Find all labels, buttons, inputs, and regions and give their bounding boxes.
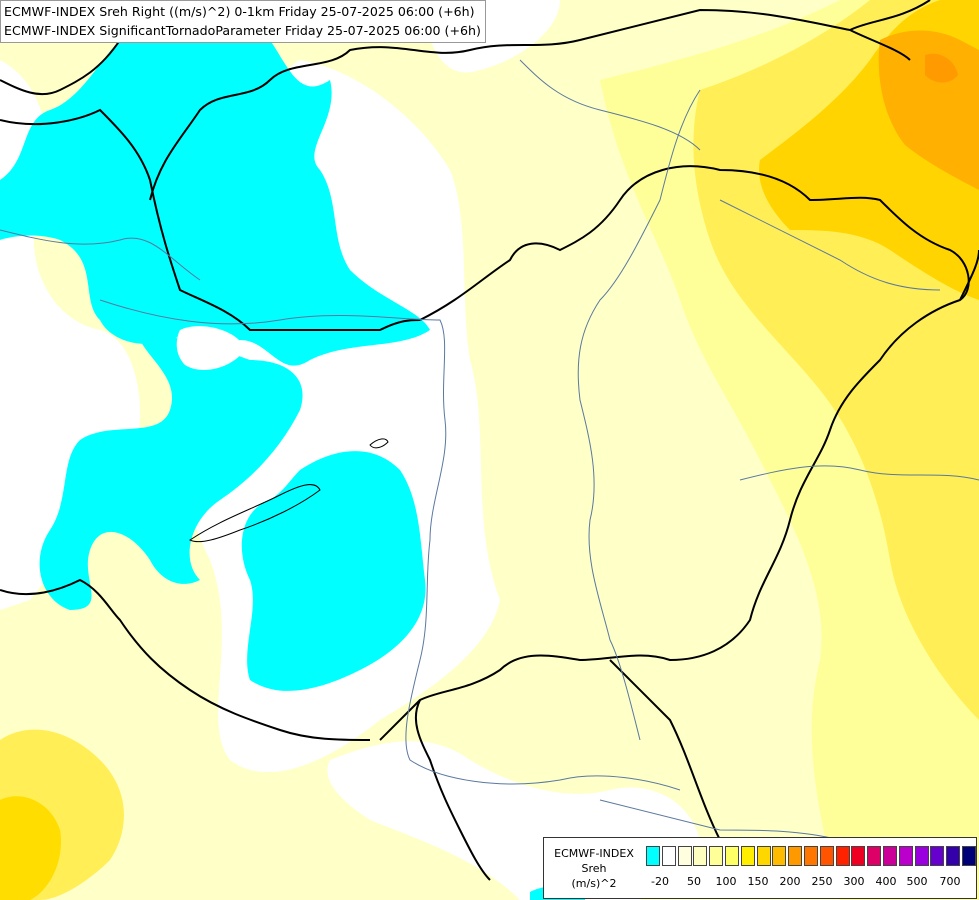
gold-southwest (0, 796, 61, 900)
country-borders (0, 0, 979, 881)
legend-title-line-1: ECMWF-INDEX (554, 847, 634, 860)
legend-swatch (772, 846, 787, 866)
serbia-border (609, 659, 721, 841)
legend-swatch (867, 846, 882, 866)
legend-swatch (693, 846, 708, 866)
river-south (599, 799, 841, 841)
legend-swatch (709, 846, 724, 866)
legend-title-line-3: (m/s)^2 (571, 877, 617, 890)
hungary-border (379, 165, 970, 741)
tisza-river (577, 89, 701, 741)
white-hole-1 (176, 326, 245, 370)
legend-swatch (661, 846, 676, 866)
river-west (0, 229, 201, 281)
croatia-border (414, 699, 491, 881)
river-east-1 (719, 199, 941, 291)
legend-swatch (898, 846, 913, 866)
legend-title-line-2: Sreh (581, 862, 607, 875)
legend-swatch (756, 846, 771, 866)
legend-tick-label: 700 (939, 875, 961, 888)
legend-title: ECMWF-INDEX Sreh (m/s)^2 (546, 846, 642, 891)
austria-border (0, 108, 421, 332)
map-titles: ECMWF-INDEX Sreh Right ((m/s)^2) 0-1km F… (0, 0, 486, 43)
legend-tick-label: 50 (687, 875, 701, 888)
river-east-2 (739, 465, 979, 481)
legend-swatch (835, 846, 850, 866)
czech-border (0, 39, 121, 96)
legend-tick-label: 200 (779, 875, 801, 888)
legend-tick-label: 500 (906, 875, 928, 888)
legend-swatch (914, 846, 929, 866)
ukraine-border (849, 0, 931, 31)
rivers (0, 59, 979, 841)
legend-tick-label: 150 (747, 875, 769, 888)
legend-swatch (677, 846, 692, 866)
legend-tick-label: 300 (843, 875, 865, 888)
legend-tick-label: 250 (811, 875, 833, 888)
cyan-region-center (241, 451, 426, 691)
cyan-region-west (39, 337, 303, 610)
legend-tick-label: 400 (875, 875, 897, 888)
orange-core (925, 53, 958, 83)
legend-tick-label: -20 (651, 875, 669, 888)
danube-river (99, 299, 681, 791)
legend-swatch (930, 846, 945, 866)
legend-swatch (646, 846, 660, 866)
slovenia-border (0, 578, 371, 741)
color-legend: ECMWF-INDEX Sreh (m/s)^2 -20 50 100 150 200 2… (543, 837, 977, 899)
legend-swatch (804, 846, 818, 866)
slovakia-border (149, 8, 911, 201)
legend-swatch (851, 846, 866, 866)
title-line-2: ECMWF-INDEX SignificantTornadoParameter … (4, 23, 481, 38)
cyan-region-north (0, 28, 430, 366)
river-north (519, 59, 701, 151)
legend-swatch (962, 846, 976, 866)
legend-swatch (725, 846, 739, 866)
legend-swatch (883, 846, 897, 866)
legend-swatch (946, 846, 961, 866)
legend-swatch (819, 846, 834, 866)
lake-balaton (189, 484, 321, 543)
lake-small (369, 438, 389, 449)
legend-tick-label: 100 (715, 875, 737, 888)
legend-swatch (740, 846, 755, 866)
legend-swatch (788, 846, 803, 866)
title-line-1: ECMWF-INDEX Sreh Right ((m/s)^2) 0-1km F… (4, 4, 475, 19)
